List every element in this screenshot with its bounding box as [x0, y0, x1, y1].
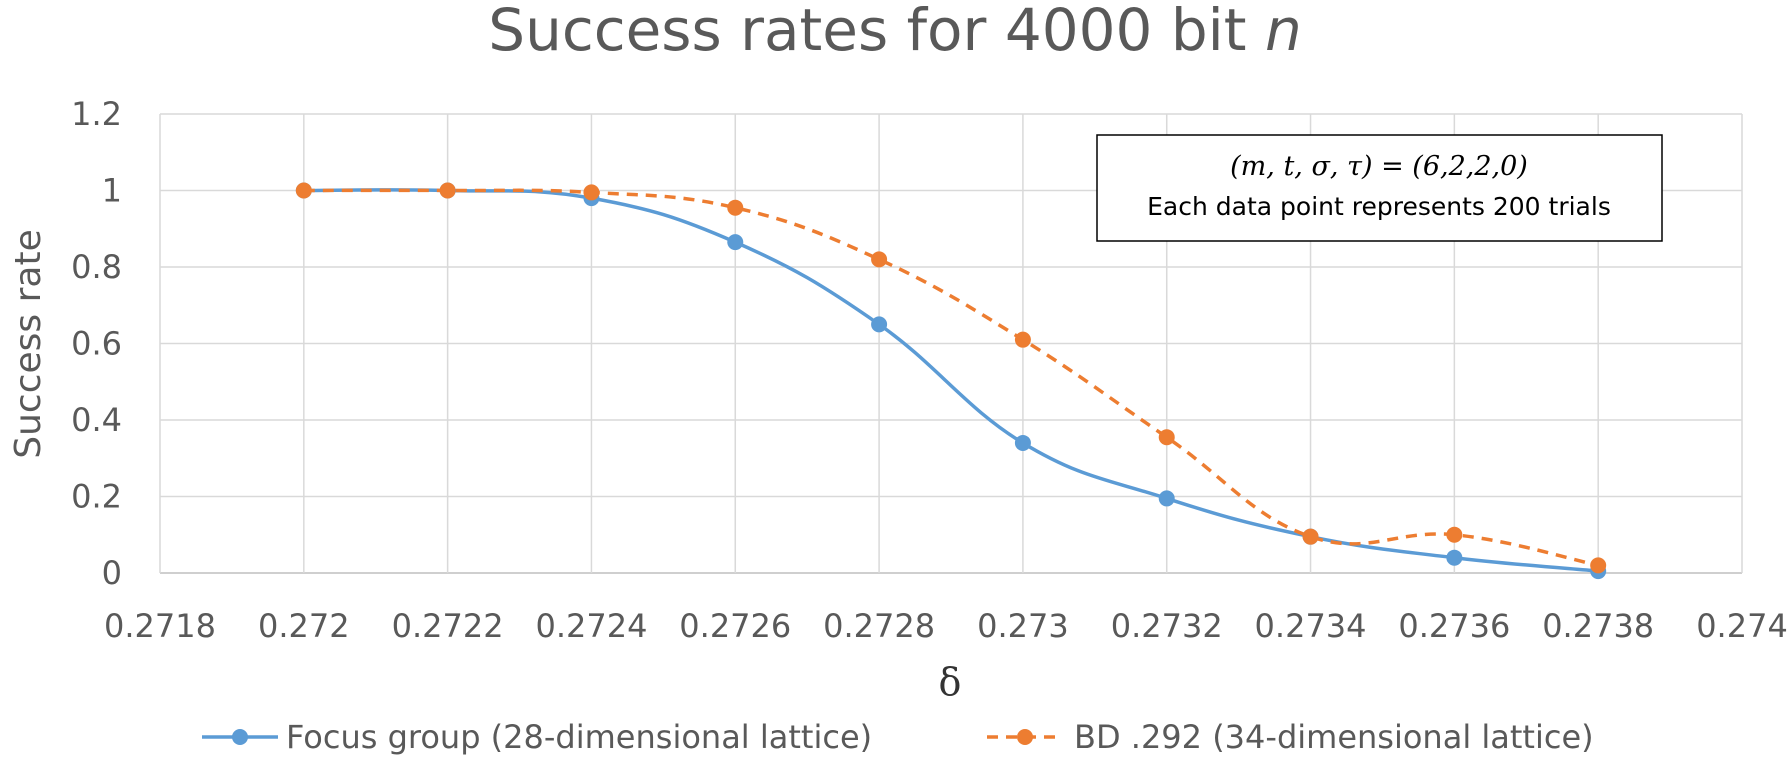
y-axis-label: Success rate [8, 229, 49, 458]
data-point [583, 184, 600, 201]
y-tick-label: 1.2 [71, 95, 122, 133]
data-point [295, 182, 312, 199]
legend: Focus group (28-dimensional lattice) BD … [202, 718, 1594, 756]
y-tick-label: 0.2 [71, 478, 122, 516]
y-tick-label: 0.8 [71, 248, 122, 286]
chart-title-text: Success rates for 4000 bit [488, 0, 1246, 64]
data-point [1302, 528, 1319, 545]
data-point [1446, 549, 1463, 566]
annotation-text: Each data point represents 200 trials [1147, 192, 1611, 221]
x-tick-label: 0.274 [1696, 607, 1788, 645]
legend-swatch-marker [1017, 729, 1033, 745]
y-tick-label: 1 [102, 172, 122, 210]
x-tick-label: 0.2724 [535, 607, 647, 645]
x-axis-ticks: 0.2718 0.272 0.2722 0.2724 0.2726 0.2728 0.273… [104, 607, 1788, 645]
legend-item-focus-group: Focus group (28-dimensional lattice) [202, 718, 872, 756]
chart-title: Success rates for 4000 bit n [488, 0, 1301, 64]
data-point [871, 316, 888, 333]
annotation-frame [1096, 134, 1663, 242]
chart-title-variable: n [1265, 0, 1302, 64]
data-point [1014, 331, 1031, 348]
annotation-box: (m, t, σ, τ) = (6,2,2,0) Each data point… [1096, 134, 1663, 242]
y-tick-label: 0 [102, 554, 122, 592]
data-point [871, 251, 888, 268]
x-tick-label: 0.2722 [392, 607, 504, 645]
x-axis-label: δ [939, 660, 962, 704]
legend-item-bd-292: BD .292 (34-dimensional lattice) [987, 718, 1594, 756]
x-tick-label: 0.2728 [823, 607, 935, 645]
x-tick-label: 0.2718 [104, 607, 216, 645]
y-axis-ticks: 0 0.2 0.4 0.6 0.8 1 1.2 [71, 95, 122, 592]
data-point [439, 182, 456, 199]
data-point [727, 199, 744, 216]
x-tick-label: 0.2736 [1398, 607, 1510, 645]
x-tick-label: 0.2726 [679, 607, 791, 645]
y-tick-label: 0.4 [71, 401, 122, 439]
data-point [1446, 526, 1463, 543]
series-line [303, 188, 1599, 573]
data-point [727, 234, 744, 251]
x-tick-label: 0.273 [977, 607, 1069, 645]
legend-swatch-marker [232, 729, 248, 745]
data-point [1014, 434, 1031, 451]
data-point [1158, 429, 1175, 446]
y-tick-label: 0.6 [71, 325, 122, 363]
series-bd-292 [295, 182, 1607, 574]
x-tick-label: 0.272 [258, 607, 350, 645]
x-tick-label: 0.2732 [1111, 607, 1223, 645]
annotation-equation: (m, t, σ, τ) = (6,2,2,0) [1230, 151, 1528, 182]
series-layer [295, 182, 1607, 580]
legend-label-focus-group: Focus group (28-dimensional lattice) [286, 718, 872, 756]
series-line [303, 188, 1599, 568]
data-point [1590, 557, 1607, 574]
x-tick-label: 0.2734 [1255, 607, 1367, 645]
data-point [1158, 490, 1175, 507]
legend-label-bd-292: BD .292 (34-dimensional lattice) [1074, 718, 1594, 756]
x-tick-label: 0.2738 [1542, 607, 1654, 645]
series-focus-group [295, 182, 1607, 580]
